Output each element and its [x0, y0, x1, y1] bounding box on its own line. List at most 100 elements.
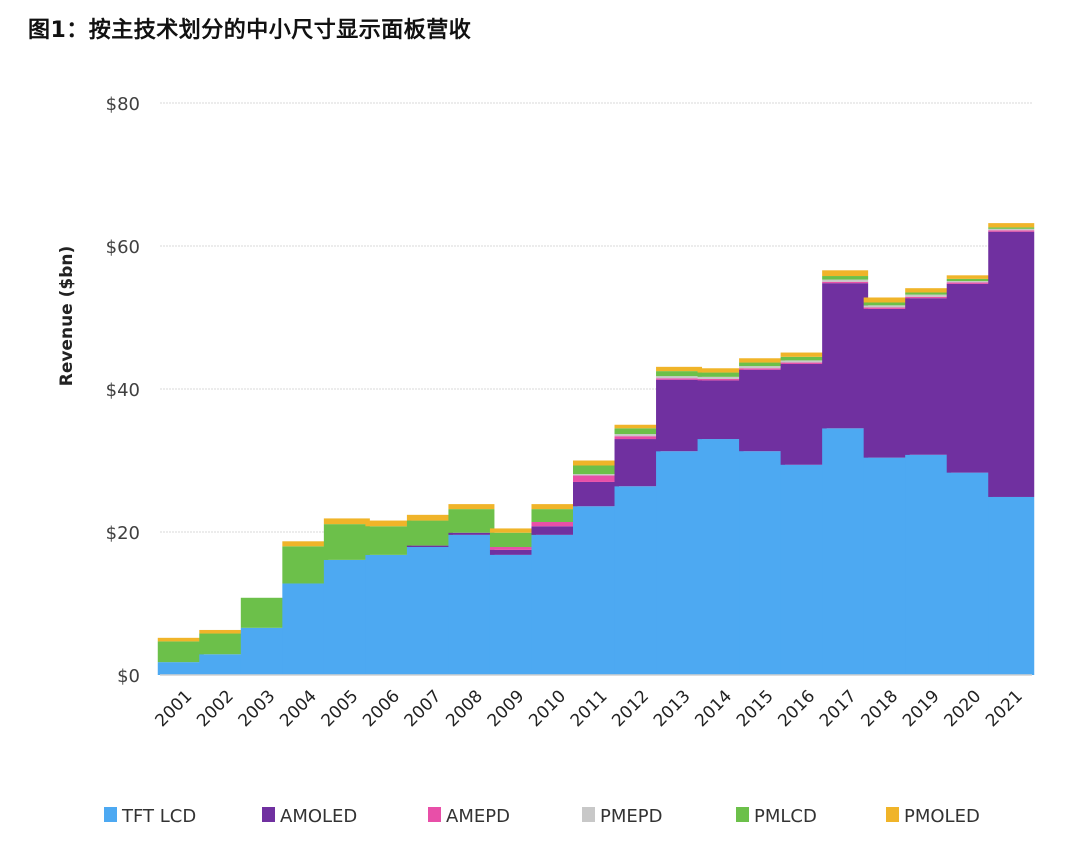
bar-amoled-2018: [863, 308, 910, 458]
bar-amoled-2015: [739, 369, 786, 452]
x-tick-label: 2019: [899, 686, 944, 731]
bar-stack-2017: [822, 270, 869, 675]
bar-stack-2004: [282, 541, 329, 675]
bar-amepd-2013: [656, 378, 703, 380]
bar-pmoled-2015: [739, 358, 786, 363]
bar-pmlcd-2020: [946, 278, 993, 282]
bar-tft-lcd-2010: [531, 534, 578, 675]
bar-tft-lcd-2001: [157, 662, 204, 675]
legend-swatch: [428, 807, 441, 822]
legend-swatch: [262, 807, 275, 822]
y-tick-label: $20: [106, 523, 140, 544]
x-tick-label: 2006: [359, 686, 404, 731]
bar-amepd-2009: [489, 547, 536, 550]
bar-amoled-2011: [573, 481, 619, 507]
bar-pmoled-2011: [573, 460, 619, 466]
bar-stack-2005: [323, 518, 370, 675]
x-tick-label: 2016: [774, 686, 819, 731]
bar-tft-lcd-2008: [448, 534, 495, 675]
bar-amepd-2011: [573, 475, 619, 482]
bar-pmepd-2017: [822, 279, 869, 282]
bar-stack-2012: [614, 424, 661, 675]
bar-amoled-2017: [822, 283, 869, 429]
bar-pmlcd-2021: [988, 227, 1035, 229]
bar-amepd-2018: [863, 307, 910, 309]
bar-pmlcd-2001: [157, 641, 204, 663]
bar-tft-lcd-2006: [365, 554, 412, 675]
bar-amoled-2014: [697, 380, 744, 440]
legend-label: PMEPD: [600, 806, 662, 827]
bar-stack-2006: [365, 520, 412, 675]
bar-pmepd-2018: [863, 305, 910, 308]
bar-pmoled-2019: [905, 288, 952, 293]
bar-pmepd-2014: [697, 376, 744, 379]
bar-pmlcd-2010: [531, 509, 578, 522]
bar-pmoled-2018: [863, 297, 910, 303]
bar-tft-lcd-2013: [656, 451, 703, 675]
x-tick-label: 2015: [733, 686, 778, 731]
bar-pmlcd-2012: [614, 428, 661, 435]
bar-pmoled-2004: [282, 541, 329, 547]
x-tick-label: 2010: [525, 686, 570, 731]
y-tick-label: $60: [106, 237, 140, 258]
legend-swatch: [886, 807, 899, 822]
bar-pmoled-2002: [199, 629, 246, 634]
x-tick-label: 2012: [608, 686, 653, 731]
bar-pmoled-2017: [822, 270, 869, 277]
x-tick-label: 2021: [982, 686, 1027, 731]
bar-pmlcd-2019: [905, 292, 952, 295]
bar-stack-2016: [780, 352, 827, 675]
bar-stack-2015: [739, 358, 786, 675]
bar-pmoled-2021: [988, 223, 1035, 228]
bar-stack-2014: [697, 368, 744, 675]
bar-pmlcd-2003: [240, 597, 287, 628]
legend-item-pmepd: PMEPD: [582, 806, 662, 827]
bar-pmlcd-2004: [282, 546, 329, 584]
legend-item-amoled: AMOLED: [262, 806, 357, 827]
bar-pmepd-2011: [573, 474, 619, 476]
bar-stack-2010: [531, 504, 578, 675]
x-tick-label: 2005: [318, 686, 363, 731]
bar-tft-lcd-2017: [822, 428, 869, 675]
bar-amepd-2017: [822, 281, 869, 284]
bar-pmoled-2012: [614, 424, 661, 429]
bar-tft-lcd-2016: [780, 464, 827, 675]
legend-item-pmlcd: PMLCD: [736, 806, 817, 827]
bar-stack-2019: [905, 288, 952, 675]
bar-tft-lcd-2019: [905, 454, 952, 675]
x-tick-label: 2017: [816, 686, 861, 731]
bar-tft-lcd-2011: [573, 506, 619, 675]
x-axis-ticks: 2001200220032004200520062007200820092010…: [152, 686, 1027, 731]
bar-pmlcd-2013: [656, 371, 703, 377]
bar-pmlcd-2016: [780, 356, 827, 361]
bar-tft-lcd-2009: [489, 554, 536, 675]
bar-tft-lcd-2004: [282, 583, 329, 675]
bar-stack-2008: [448, 504, 495, 675]
legend-label: AMEPD: [446, 806, 510, 827]
bar-stack-2011: [573, 460, 619, 675]
bar-amoled-2013: [656, 379, 703, 452]
bar-pmepd-2021: [988, 228, 1035, 231]
bar-amoled-2008: [448, 532, 495, 535]
x-tick-label: 2001: [152, 686, 197, 731]
bar-pmoled-2009: [489, 528, 536, 533]
bar-pmepd-2012: [614, 434, 661, 437]
x-tick-label: 2009: [484, 686, 529, 731]
bar-amepd-2010: [531, 521, 578, 527]
y-tick-label: $0: [117, 666, 140, 687]
bar-pmoled-2001: [157, 637, 204, 642]
x-tick-label: 2007: [401, 686, 446, 731]
bar-tft-lcd-2020: [946, 472, 993, 675]
bar-pmlcd-2005: [323, 524, 370, 560]
bar-amoled-2009: [489, 549, 536, 555]
bar-pmoled-2006: [365, 520, 412, 527]
x-tick-label: 2003: [235, 686, 280, 731]
bar-pmepd-2019: [905, 294, 952, 297]
bar-tft-lcd-2018: [863, 457, 910, 675]
bar-stack-2009: [489, 528, 536, 675]
bar-pmepd-2015: [739, 366, 786, 369]
bar-pmepd-2016: [780, 360, 827, 363]
legend: TFT LCD AMOLED AMEPD PMEPD PMLCD PMOLED: [104, 806, 980, 827]
bar-tft-lcd-2021: [988, 496, 1035, 675]
